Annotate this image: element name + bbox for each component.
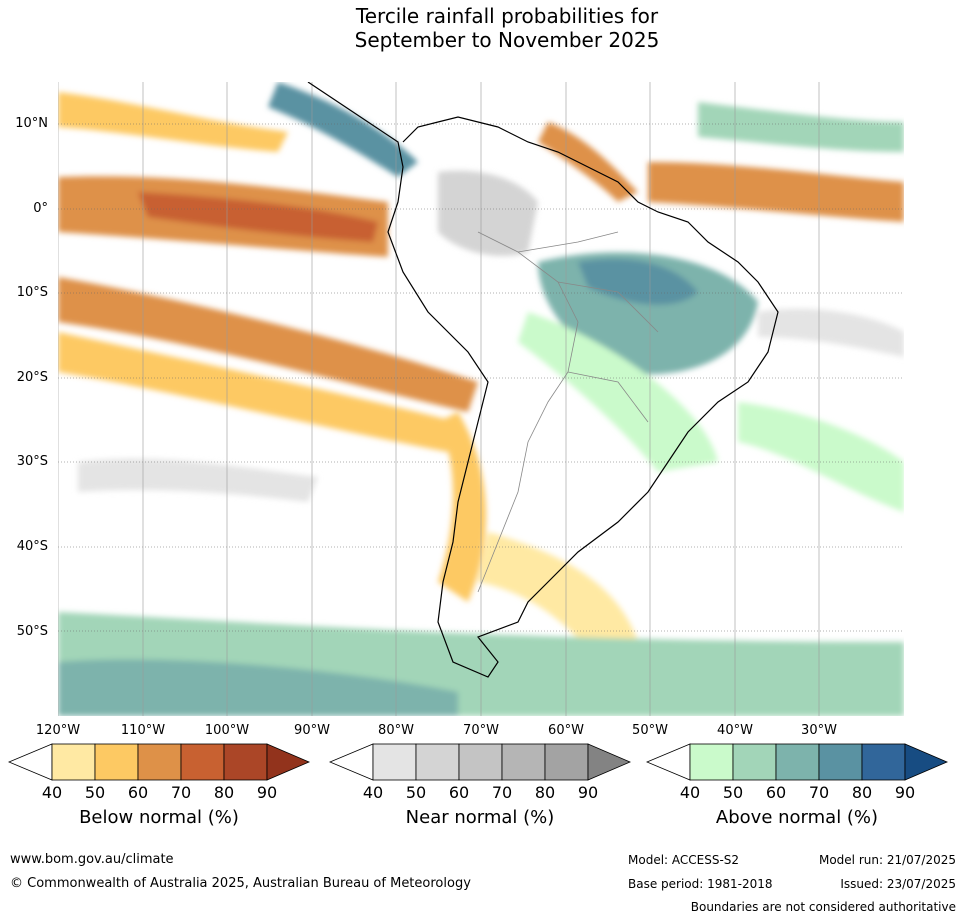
lon-label-90w: 90°W [294, 723, 330, 738]
near-tick-50: 50 [405, 783, 427, 802]
near-bin-6 [587, 743, 631, 781]
below-tick-80: 80 [213, 783, 235, 802]
near-bin-0 [329, 743, 374, 781]
near-normal-colorbar [329, 743, 631, 781]
below-normal-title: Below normal (%) [79, 807, 239, 828]
above-normal-title: Above normal (%) [715, 807, 879, 828]
dry-band-south-outer [58, 332, 458, 452]
lat-label-30s: 30°S [16, 454, 48, 469]
lon-label-100w: 100°W [204, 723, 250, 738]
below-normal-colorbar [8, 743, 310, 781]
near-bin-3 [458, 743, 503, 781]
lat-label-0: 0° [33, 201, 48, 216]
below-bin-6 [266, 743, 310, 781]
above-bin-4 [818, 743, 863, 781]
boundaries-disclaimer: Boundaries are not considered authoritat… [690, 900, 956, 914]
bom-url-link[interactable]: www.bom.gov.au/climate [10, 852, 174, 867]
near-tick-80: 80 [534, 783, 556, 802]
meridians [58, 82, 820, 716]
probability-map [58, 82, 904, 716]
dry-band-caribbean [538, 122, 638, 202]
lon-label-40w: 40°W [717, 723, 753, 738]
above-bin-0 [646, 743, 691, 781]
wet-atlantic-south [738, 402, 904, 512]
above-normal-colorbar [646, 743, 948, 781]
near-tick-90: 90 [577, 783, 599, 802]
lat-label-40s: 40°S [16, 539, 48, 554]
below-bin-3 [137, 743, 182, 781]
above-tick-60: 60 [765, 783, 787, 802]
probability-fields [58, 82, 904, 716]
lat-label-20s: 20°S [16, 370, 48, 385]
below-bin-0 [8, 743, 53, 781]
above-tick-50: 50 [722, 783, 744, 802]
dry-argentina [478, 532, 638, 662]
above-tick-80: 80 [851, 783, 873, 802]
wet-brazil-halo [518, 312, 718, 472]
near-normal-title: Near normal (%) [405, 807, 555, 828]
near-patch-1 [78, 458, 318, 502]
near-bin-4 [501, 743, 546, 781]
country-borders [477, 231, 659, 593]
near-tick-70: 70 [491, 783, 513, 802]
lon-label-80w: 80°W [378, 723, 414, 738]
lon-label-120w: 120°W [35, 723, 81, 738]
title-line-1: Tercile rainfall probabilities for [355, 4, 659, 28]
above-tick-40: 40 [679, 783, 701, 802]
above-bin-5 [861, 743, 906, 781]
model-name: Model: ACCESS-S2 [628, 853, 740, 867]
below-tick-90: 90 [256, 783, 278, 802]
map-title: Tercile rainfall probabilities for Septe… [0, 4, 965, 52]
wet-southern-ocean-core [58, 659, 458, 716]
lon-label-50w: 50°W [632, 723, 668, 738]
near-bin-1 [372, 743, 417, 781]
dry-band-equatorial-core [138, 192, 378, 242]
lat-label-10s: 10°S [16, 285, 48, 300]
lon-label-70w: 70°W [463, 723, 499, 738]
dry-band-north-edge [58, 92, 288, 152]
near-bin-5 [544, 743, 589, 781]
dry-band-atlantic [648, 162, 904, 222]
below-bin-1 [51, 743, 96, 781]
title-line-2: September to November 2025 [354, 28, 660, 52]
above-bin-3 [775, 743, 820, 781]
lon-label-30w: 30°W [801, 723, 837, 738]
above-tick-90: 90 [894, 783, 916, 802]
issued-date: Issued: 23/07/2025 [840, 877, 956, 891]
near-tick-60: 60 [448, 783, 470, 802]
below-tick-70: 70 [170, 783, 192, 802]
lon-label-110w: 110°W [120, 723, 166, 738]
below-tick-60: 60 [127, 783, 149, 802]
below-tick-50: 50 [84, 783, 106, 802]
above-tick-70: 70 [808, 783, 830, 802]
base-period: Base period: 1981-2018 [628, 877, 773, 891]
above-bin-2 [732, 743, 777, 781]
below-bin-5 [223, 743, 268, 781]
near-patch-2 [438, 170, 538, 256]
copyright-text: © Commonwealth of Australia 2025, Austra… [10, 876, 471, 891]
model-run-date: Model run: 21/07/2025 [818, 853, 956, 867]
near-tick-40: 40 [362, 783, 384, 802]
lon-label-60w: 60°W [548, 723, 584, 738]
wet-atlantic-north [698, 102, 904, 152]
near-patch-3 [758, 308, 904, 357]
below-tick-40: 40 [41, 783, 63, 802]
above-bin-1 [689, 743, 734, 781]
below-bin-4 [180, 743, 225, 781]
below-bin-2 [94, 743, 139, 781]
near-bin-2 [415, 743, 460, 781]
lat-label-10n: 10°N [15, 116, 48, 131]
above-bin-6 [904, 743, 948, 781]
south-america-coastline [307, 82, 779, 678]
lat-label-50s: 50°S [16, 624, 48, 639]
wet-central-america [268, 82, 418, 177]
